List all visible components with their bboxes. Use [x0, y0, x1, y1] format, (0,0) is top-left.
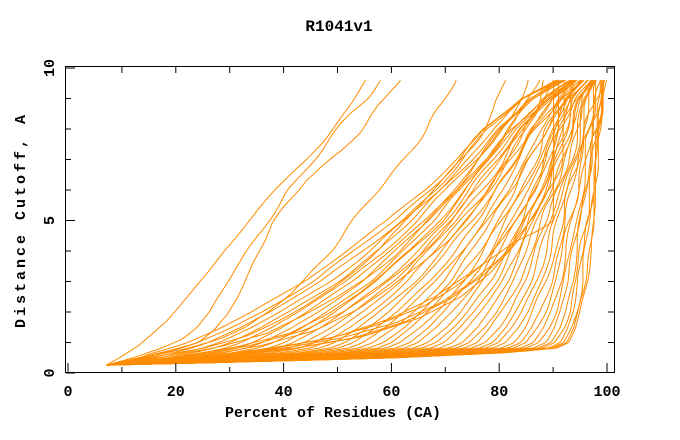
x-tick-label: 60 [382, 384, 400, 401]
model-curve [106, 79, 576, 366]
model-curve [106, 79, 554, 366]
model-curve [106, 79, 559, 366]
axis-ticks [66, 67, 614, 374]
model-curve [106, 79, 572, 366]
model-curve [106, 79, 563, 366]
model-curve [106, 79, 597, 366]
model-curve [107, 79, 401, 366]
model-curve [106, 80, 560, 366]
model-curve [106, 79, 594, 366]
model-curve [106, 79, 581, 366]
model-curve [106, 79, 574, 366]
y-tick-label: 10 [42, 59, 59, 77]
model-curve [106, 79, 583, 366]
model-curve [107, 79, 541, 366]
model-curve [107, 79, 574, 366]
model-curve [106, 80, 605, 366]
model-curve [106, 79, 585, 366]
axis-tick-labels: 0 20 40 60 80 100 0 5 10 [42, 59, 621, 401]
model-curve [106, 80, 604, 366]
x-tick-label: 40 [275, 384, 293, 401]
model-curve [106, 79, 457, 366]
model-curve [106, 79, 592, 366]
model-curve [107, 79, 593, 366]
model-curve [106, 79, 584, 366]
model-curve [106, 80, 594, 366]
model-curve [106, 80, 555, 366]
x-axis-label: Percent of Residues (CA) [225, 405, 441, 422]
y-axis-label: Distance Cutoff, A [13, 112, 30, 328]
model-curve [106, 79, 602, 366]
model-curve [107, 80, 597, 366]
model-curve [106, 79, 560, 366]
model-curve [106, 79, 596, 366]
model-curve [106, 80, 603, 366]
model-curve [106, 80, 529, 366]
x-tick-label: 20 [167, 384, 185, 401]
x-tick-label: 100 [593, 384, 620, 401]
model-curve [106, 79, 593, 366]
y-tick-label: 0 [42, 368, 59, 377]
model-curve [107, 79, 573, 366]
model-curve [106, 80, 595, 366]
model-curve [106, 79, 566, 366]
chart-title: R1041v1 [305, 18, 372, 36]
model-curve [106, 79, 366, 366]
curves-layer [106, 79, 608, 366]
x-tick-label: 0 [63, 384, 72, 401]
model-curve [106, 79, 564, 366]
model-curve [106, 79, 578, 366]
model-curve [106, 79, 381, 366]
x-tick-label: 80 [490, 384, 508, 401]
y-tick-label: 5 [42, 216, 59, 225]
model-curve [106, 80, 573, 366]
plot-frame [65, 66, 615, 373]
model-curve [106, 80, 575, 366]
model-curve [106, 79, 507, 366]
model-curve [106, 79, 593, 366]
model-curve [107, 79, 589, 366]
model-curve [106, 80, 602, 366]
model-curve [106, 80, 544, 366]
model-curve [106, 79, 585, 366]
model-curve [106, 79, 570, 366]
model-curve [107, 79, 565, 366]
